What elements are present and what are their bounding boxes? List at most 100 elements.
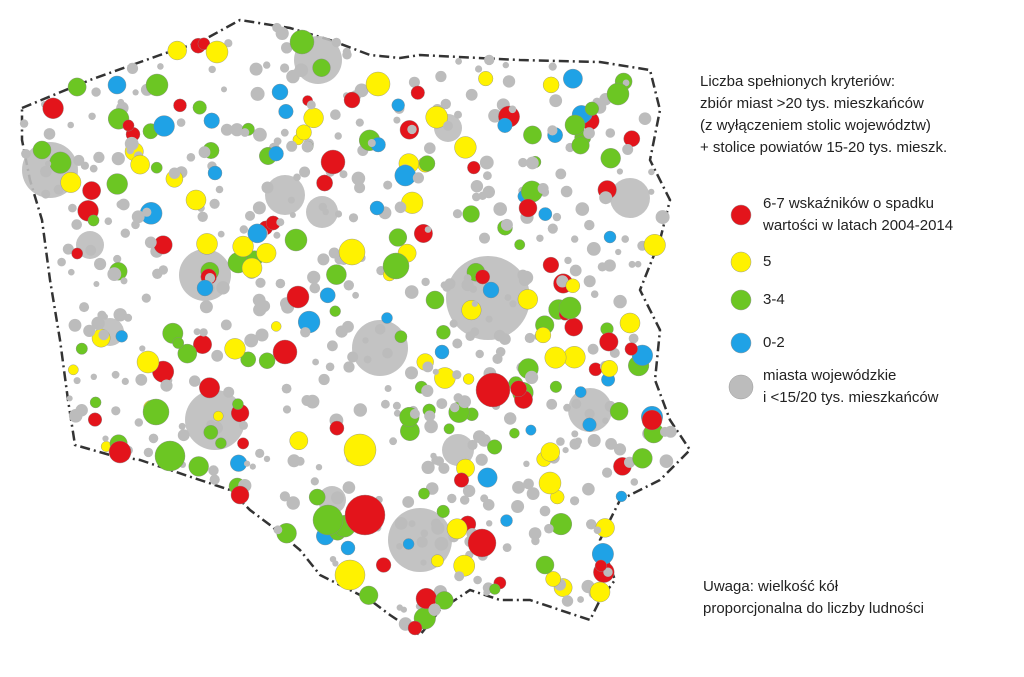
city-marker (393, 409, 401, 417)
city-marker (71, 219, 82, 230)
city-marker (94, 257, 107, 271)
city-marker (526, 487, 540, 500)
city-marker (347, 351, 359, 363)
city-marker (381, 312, 393, 324)
city-marker (66, 395, 73, 402)
city-marker (150, 161, 163, 174)
city-marker (45, 160, 52, 167)
city-marker (215, 185, 224, 194)
city-marker (452, 370, 462, 380)
city-marker (599, 191, 613, 205)
city-marker (252, 201, 266, 215)
city-marker (550, 513, 573, 536)
city-marker (537, 183, 549, 194)
city-marker (224, 39, 233, 48)
city-marker (473, 430, 486, 444)
city-marker (424, 419, 438, 434)
city-marker (141, 293, 151, 303)
city-marker (449, 319, 458, 328)
city-marker (340, 540, 356, 556)
legend-swatch (730, 204, 752, 226)
city-marker (587, 343, 599, 355)
city-marker (295, 124, 312, 141)
city-marker (126, 62, 139, 74)
city-marker (615, 248, 622, 256)
city-marker (584, 101, 600, 116)
city-marker (563, 346, 586, 369)
city-marker (289, 29, 315, 55)
city-marker (79, 302, 90, 313)
city-marker (422, 361, 434, 373)
city-marker (280, 128, 289, 137)
city-marker (619, 312, 641, 334)
country-outline (20, 18, 692, 637)
city-marker (67, 121, 74, 129)
city-marker (392, 401, 401, 410)
legend-label: wartości w latach 2004-2014 (762, 217, 953, 234)
city-marker (547, 223, 558, 234)
city-marker (569, 438, 581, 450)
city-marker (475, 453, 488, 466)
city-marker (289, 212, 296, 218)
city-marker (255, 277, 266, 288)
city-marker (312, 358, 319, 366)
city-marker (467, 439, 478, 451)
city-marker (143, 447, 154, 458)
city-marker (263, 455, 271, 463)
city-marker (418, 487, 430, 500)
city-marker (374, 324, 386, 335)
city-marker (144, 236, 157, 249)
city-marker (343, 361, 355, 373)
city-markers (19, 22, 677, 636)
city-marker (318, 373, 330, 386)
city-marker (593, 526, 602, 534)
city-marker (334, 210, 343, 218)
city-marker (111, 370, 120, 379)
city-marker (230, 123, 244, 137)
city-marker (41, 189, 51, 199)
city-marker (232, 235, 254, 258)
city-marker (192, 100, 207, 115)
city-marker (389, 437, 397, 446)
city-marker (556, 437, 565, 446)
city-marker (359, 585, 379, 605)
city-marker (216, 281, 230, 295)
city-marker (142, 398, 170, 426)
city-marker (547, 125, 558, 136)
city-marker (83, 324, 96, 337)
city-marker (265, 175, 305, 215)
city-marker (53, 184, 64, 195)
city-marker (305, 394, 320, 409)
city-marker (339, 170, 348, 179)
city-marker (420, 559, 427, 566)
city-marker (331, 37, 342, 48)
city-marker (344, 323, 351, 330)
city-marker (157, 63, 164, 70)
city-marker (215, 437, 227, 449)
city-marker (549, 380, 562, 393)
city-marker (208, 465, 219, 476)
city-marker (160, 379, 173, 392)
city-marker (603, 230, 617, 244)
city-marker (120, 228, 130, 238)
city-marker (483, 589, 491, 596)
city-marker (176, 118, 186, 127)
city-marker (436, 504, 450, 518)
city-marker (482, 499, 495, 511)
city-marker (329, 556, 337, 563)
city-marker (239, 225, 248, 234)
city-marker (193, 328, 201, 336)
city-marker (434, 344, 450, 360)
city-marker (177, 343, 198, 364)
city-marker (412, 172, 424, 184)
city-marker (167, 40, 187, 61)
city-marker (308, 488, 326, 506)
city-marker (391, 98, 405, 112)
city-marker (178, 422, 186, 430)
city-marker (113, 254, 122, 264)
city-marker (252, 293, 266, 307)
city-marker (303, 107, 324, 128)
city-marker (493, 329, 506, 342)
city-marker (117, 198, 130, 211)
city-marker (402, 496, 415, 508)
